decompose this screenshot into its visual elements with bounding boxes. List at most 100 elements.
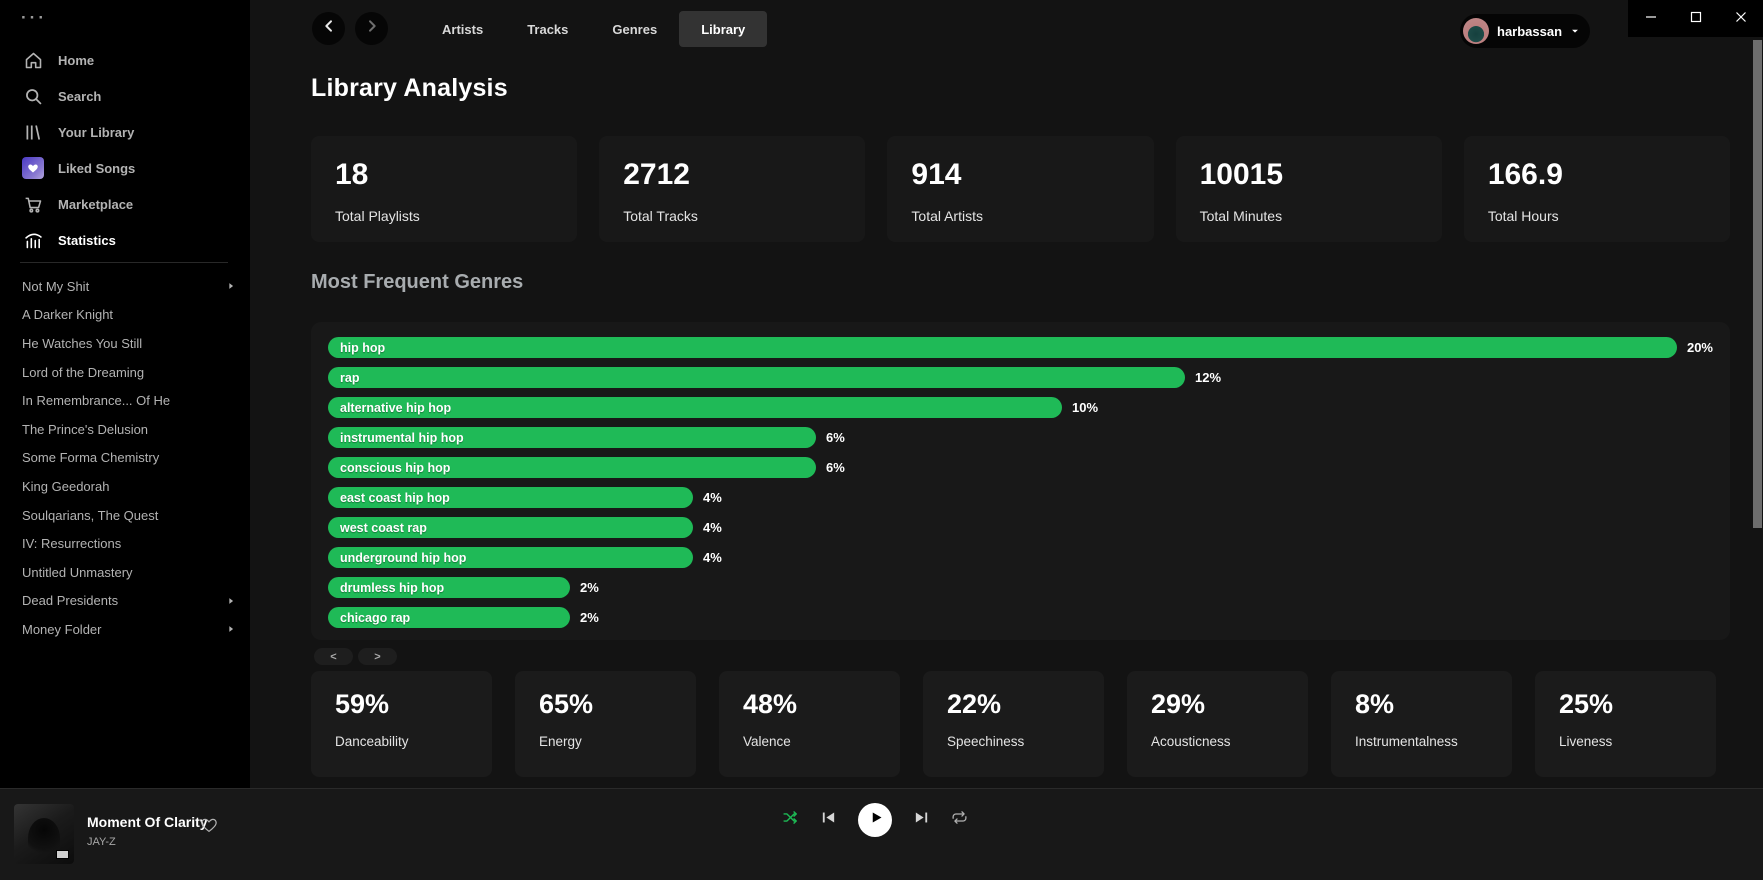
genre-label: conscious hip hop bbox=[340, 460, 451, 475]
genre-bar-east-coast-hip-hop[interactable]: east coast hip hop bbox=[328, 487, 693, 508]
more-menu-icon[interactable]: ··· bbox=[21, 8, 47, 27]
back-button[interactable] bbox=[312, 12, 345, 45]
genre-bar-west-coast-rap[interactable]: west coast rap bbox=[328, 517, 693, 538]
maximize-button[interactable] bbox=[1673, 0, 1718, 37]
minimize-button[interactable] bbox=[1628, 0, 1673, 37]
feature-card-liveness: 25% Liveness bbox=[1535, 671, 1716, 777]
previous-button[interactable] bbox=[820, 812, 837, 829]
feature-label: Danceability bbox=[335, 734, 409, 749]
stat-card-total-minutes: 10015 Total Minutes bbox=[1175, 136, 1442, 242]
sidebar-divider bbox=[20, 262, 228, 263]
caret-down-icon bbox=[1570, 26, 1580, 36]
playlist-item-not-my-shit[interactable]: Not My Shit bbox=[0, 272, 250, 301]
genre-value-label: 4% bbox=[703, 490, 722, 505]
sidebar-item-label: Search bbox=[58, 88, 102, 104]
stat-value: 914 bbox=[911, 158, 962, 191]
playlist-name: Not My Shit bbox=[22, 278, 90, 294]
playlist-item-the-prince-s-delusion[interactable]: The Prince's Delusion bbox=[0, 415, 250, 444]
sidebar-item-label: Your Library bbox=[58, 124, 135, 140]
genre-value-label: 4% bbox=[703, 520, 722, 535]
playlist-item-in-remembrance-of-he[interactable]: In Remembrance... Of He bbox=[0, 386, 250, 415]
next-page-button[interactable]: > bbox=[358, 648, 397, 665]
sidebar-item-label: Home bbox=[58, 52, 95, 68]
scrollbar-thumb[interactable] bbox=[1753, 40, 1762, 528]
shuffle-button[interactable] bbox=[782, 811, 799, 829]
tab-library[interactable]: Library bbox=[679, 11, 768, 47]
sidebar-item-liked-songs[interactable]: Liked Songs bbox=[0, 150, 250, 186]
stat-value: 10015 bbox=[1199, 158, 1284, 191]
genre-bar-chicago-rap[interactable]: chicago rap bbox=[328, 607, 570, 628]
tab-bar: Artists Tracks Genres Library bbox=[420, 11, 768, 47]
genre-bar-underground-hip-hop[interactable]: underground hip hop bbox=[328, 547, 693, 568]
genre-bar-instrumental-hip-hop[interactable]: instrumental hip hop bbox=[328, 427, 816, 448]
repeat-button[interactable] bbox=[951, 809, 968, 831]
cart-icon bbox=[22, 193, 44, 215]
stat-label: Total Playlists bbox=[335, 208, 420, 224]
prev-page-button[interactable]: < bbox=[314, 648, 353, 665]
sidebar-item-marketplace[interactable]: Marketplace bbox=[0, 186, 250, 222]
chart-bar-row: west coast rap 4% bbox=[328, 517, 1713, 538]
genre-value-label: 2% bbox=[580, 580, 599, 595]
genre-value-label: 6% bbox=[826, 430, 845, 445]
playlist-item-some-forma-chemistry[interactable]: Some Forma Chemistry bbox=[0, 444, 250, 473]
stat-card-total-hours: 166.9 Total Hours bbox=[1463, 136, 1731, 242]
genre-bar-conscious-hip-hop[interactable]: conscious hip hop bbox=[328, 457, 816, 478]
playlist-item-he-watches-you-still[interactable]: He Watches You Still bbox=[0, 329, 250, 358]
chart-bar-row: underground hip hop 4% bbox=[328, 547, 1713, 568]
player-bar: Moment Of Clarity JAY-Z 0:39 bbox=[0, 788, 1763, 880]
genre-bar-alternative-hip-hop[interactable]: alternative hip hop bbox=[328, 397, 1062, 418]
playlist-item-dead-presidents[interactable]: Dead Presidents bbox=[0, 587, 250, 616]
album-art[interactable] bbox=[14, 804, 74, 864]
like-button[interactable] bbox=[200, 816, 218, 834]
play-button[interactable] bbox=[858, 803, 892, 837]
stat-value: 166.9 bbox=[1487, 158, 1563, 191]
stat-label: Total Minutes bbox=[1199, 208, 1283, 224]
sidebar-nav: Home Search Your Library Liked Songs Marketp… bbox=[0, 42, 250, 258]
sidebar-item-statistics[interactable]: Statistics bbox=[0, 222, 250, 258]
playlist-item-king-geedorah[interactable]: King Geedorah bbox=[0, 472, 250, 501]
tab-genres[interactable]: Genres bbox=[612, 21, 658, 37]
playlist-name: King Geedorah bbox=[22, 478, 110, 494]
tab-tracks[interactable]: Tracks bbox=[527, 21, 569, 37]
tab-artists[interactable]: Artists bbox=[442, 21, 484, 37]
feature-value: 48% bbox=[743, 689, 798, 719]
playlist-name: IV: Resurrections bbox=[22, 536, 122, 552]
genre-value-label: 10% bbox=[1072, 400, 1099, 415]
genre-bar-hip-hop[interactable]: hip hop bbox=[328, 337, 1677, 358]
genre-value-label: 6% bbox=[826, 460, 845, 475]
playlist-item-soulqarians-the-quest[interactable]: Soulqarians, The Quest bbox=[0, 501, 250, 530]
feature-card-acousticness: 29% Acousticness bbox=[1127, 671, 1308, 777]
playlist-item-untitled-unmastery[interactable]: Untitled Unmastery bbox=[0, 558, 250, 587]
playlist-item-lord-of-the-dreaming[interactable]: Lord of the Dreaming bbox=[0, 358, 250, 387]
caret-right-icon bbox=[226, 281, 236, 291]
sidebar-item-label: Statistics bbox=[58, 232, 116, 248]
feature-value: 59% bbox=[335, 689, 390, 719]
track-title[interactable]: Moment Of Clarity bbox=[87, 814, 208, 830]
genre-label: west coast rap bbox=[340, 520, 427, 535]
profile-menu[interactable]: harbassan bbox=[1460, 14, 1591, 48]
caret-right-icon bbox=[226, 624, 236, 634]
feature-card-speechiness: 22% Speechiness bbox=[923, 671, 1104, 777]
forward-button[interactable] bbox=[355, 12, 388, 45]
playlist-list: Not My Shit A Darker Knight He Watches You… bbox=[0, 272, 250, 644]
sidebar-item-your-library[interactable]: Your Library bbox=[0, 114, 250, 150]
feature-value: 8% bbox=[1355, 689, 1395, 719]
chart-bar-row: instrumental hip hop 6% bbox=[328, 427, 1713, 448]
sidebar-item-search[interactable]: Search bbox=[0, 78, 250, 114]
chart-bar-row: east coast hip hop 4% bbox=[328, 487, 1713, 508]
repeat-icon bbox=[951, 809, 968, 831]
scrollbar[interactable] bbox=[1752, 37, 1762, 788]
next-button[interactable] bbox=[913, 812, 930, 829]
genre-bar-rap[interactable]: rap bbox=[328, 367, 1185, 388]
chart-bar-row: hip hop 20% bbox=[328, 337, 1713, 358]
playlist-item-iv-resurrections[interactable]: IV: Resurrections bbox=[0, 529, 250, 558]
playlist-item-money-folder[interactable]: Money Folder bbox=[0, 615, 250, 644]
close-button[interactable] bbox=[1718, 0, 1763, 37]
playlist-item-a-darker-knight[interactable]: A Darker Knight bbox=[0, 301, 250, 330]
genre-value-label: 12% bbox=[1195, 370, 1222, 385]
feature-label: Valence bbox=[743, 734, 791, 749]
maximize-icon bbox=[1690, 10, 1702, 28]
sidebar-item-home[interactable]: Home bbox=[0, 42, 250, 78]
track-artist[interactable]: JAY-Z bbox=[87, 836, 116, 848]
genre-bar-drumless-hip-hop[interactable]: drumless hip hop bbox=[328, 577, 570, 598]
